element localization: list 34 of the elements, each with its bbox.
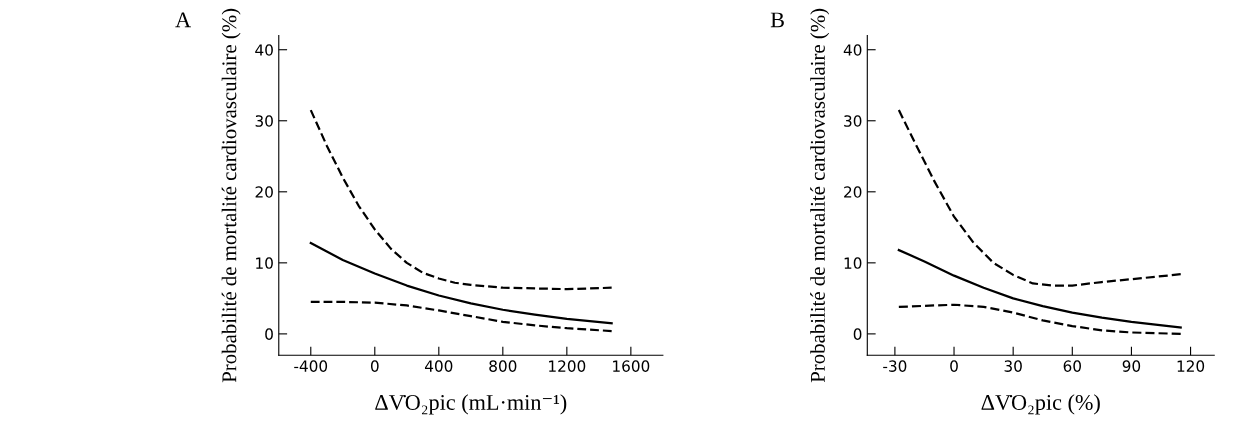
y-tick-label: 0: [265, 328, 273, 340]
chart-title: A: [175, 12, 191, 28]
line-series: [309, 241, 613, 325]
line-series: [897, 109, 1182, 287]
y-tick-label: 30: [844, 115, 862, 127]
y-axis-title: Probabilité de mortalité cardiovasculaire (%): [810, 8, 830, 383]
x-tick-label: 1200: [549, 360, 586, 372]
chart-title: B: [770, 12, 784, 28]
x-tick-label: 400: [424, 360, 453, 372]
line-series: [309, 300, 613, 333]
x-axis-title: ΔV̇O₂pic (mL·min⁻¹): [375, 394, 567, 415]
y-tick-label: 40: [255, 44, 273, 56]
x-tick-label: 1600: [613, 360, 650, 372]
y-tick-label: 10: [256, 257, 273, 269]
line-series: [897, 248, 1182, 329]
x-tick-label: 30: [1004, 360, 1022, 372]
y-tick-label: 20: [255, 186, 273, 198]
y-tick-label: 20: [844, 186, 862, 198]
line-series: [309, 109, 613, 291]
x-tick-label: 60: [1063, 360, 1081, 372]
x-tick-label: 90: [1122, 360, 1141, 372]
x-tick-label: -400: [294, 360, 328, 372]
x-tick-label: 800: [489, 360, 517, 372]
x-axis-title: ΔV̇O₂pic (%): [981, 394, 1100, 415]
x-tick-label: 0: [370, 360, 379, 372]
line-series: [897, 303, 1182, 335]
x-tick-label: 120: [1177, 360, 1205, 372]
x-tick-label: -30: [883, 360, 907, 372]
x-tick-label: 0: [950, 360, 958, 372]
y-tick-label: 40: [843, 44, 862, 56]
y-tick-label: 10: [844, 257, 862, 269]
y-axis-title: Probabilité de mortalité cardiovasculaire (%): [221, 8, 241, 383]
y-tick-label: 0: [853, 328, 862, 340]
y-tick-label: 30: [255, 115, 273, 127]
